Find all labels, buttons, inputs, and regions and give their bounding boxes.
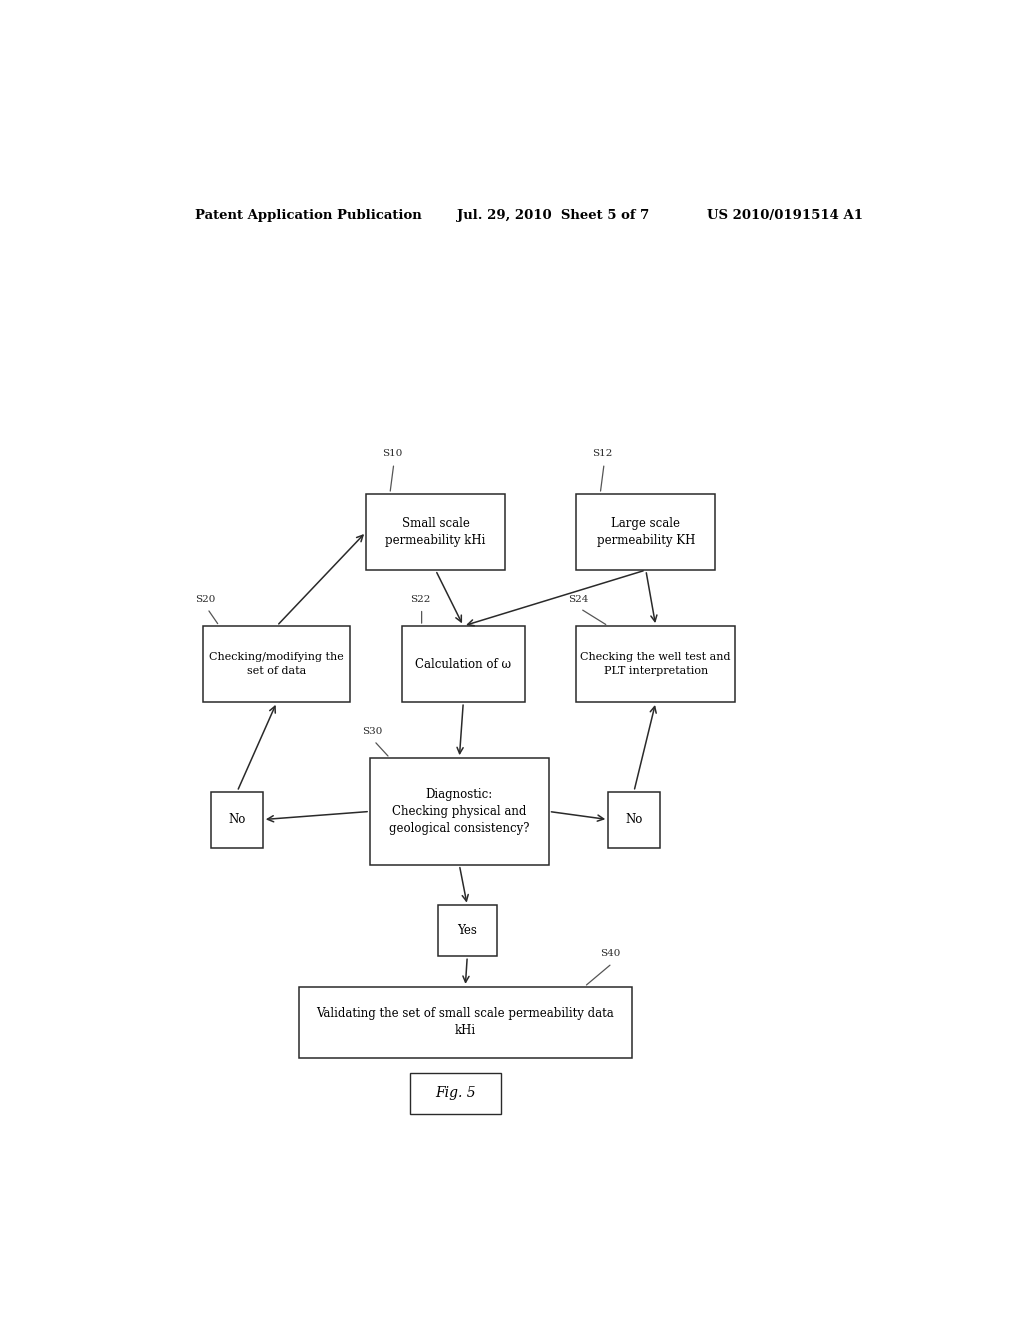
FancyBboxPatch shape [401,626,524,702]
FancyBboxPatch shape [299,987,632,1057]
Text: Checking/modifying the
set of data: Checking/modifying the set of data [210,652,344,676]
Text: No: No [228,813,246,826]
Text: Checking the well test and
PLT interpretation: Checking the well test and PLT interpret… [581,652,731,676]
FancyBboxPatch shape [577,494,715,570]
FancyBboxPatch shape [437,906,497,956]
Text: S20: S20 [196,594,216,603]
Text: Large scale
permeability KH: Large scale permeability KH [597,517,695,546]
Text: Calculation of ω: Calculation of ω [416,657,511,671]
Text: S12: S12 [592,449,612,458]
FancyBboxPatch shape [204,626,350,702]
FancyBboxPatch shape [211,792,263,847]
Text: US 2010/0191514 A1: US 2010/0191514 A1 [708,209,863,222]
FancyBboxPatch shape [577,626,735,702]
Text: S30: S30 [362,727,383,735]
FancyBboxPatch shape [370,758,549,865]
Text: No: No [626,813,643,826]
Text: Patent Application Publication: Patent Application Publication [196,209,422,222]
FancyBboxPatch shape [608,792,659,847]
Text: S22: S22 [410,594,430,603]
Text: Jul. 29, 2010  Sheet 5 of 7: Jul. 29, 2010 Sheet 5 of 7 [458,209,649,222]
FancyBboxPatch shape [410,1073,501,1114]
Text: S10: S10 [382,449,402,458]
Text: Small scale
permeability kHi: Small scale permeability kHi [385,517,485,546]
Text: S24: S24 [568,594,589,603]
FancyBboxPatch shape [367,494,505,570]
Text: S40: S40 [600,949,621,958]
Text: Fig. 5: Fig. 5 [435,1086,476,1101]
Text: Diagnostic:
Checking physical and
geological consistency?: Diagnostic: Checking physical and geolog… [389,788,529,836]
Text: Yes: Yes [458,924,477,937]
Text: Validating the set of small scale permeability data
kHi: Validating the set of small scale permea… [316,1007,614,1038]
